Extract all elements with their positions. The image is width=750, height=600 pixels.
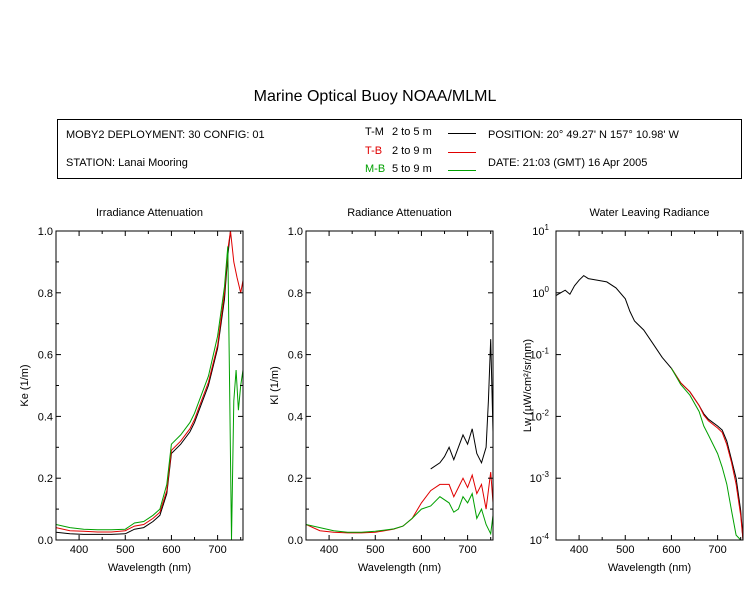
y-tick-label: 101: [532, 223, 549, 238]
y-tick-label: 100: [532, 285, 549, 300]
station-text: STATION: Lanai Mooring: [66, 157, 188, 169]
x-tick-label: 700: [708, 544, 726, 556]
chart-3: Water Leaving Radiance 400 500 600 700 101 100…: [522, 207, 744, 574]
legend-name-tm: T-M: [365, 126, 384, 138]
x-axis-label: Wavelength (nm): [108, 562, 191, 574]
chart-title: Water Leaving Radiance: [589, 207, 709, 219]
series-line-t-m: [430, 339, 493, 470]
legend-line-mb: [448, 170, 476, 171]
chart-2: Radiance Attenuation 400 500 600 700 0.0 0.2 0.…: [269, 207, 494, 574]
series-line-t-b: [306, 471, 493, 534]
y-axis-label: Lw (µW/cm²/sr/nm): [522, 339, 534, 432]
x-tick-label: 600: [412, 544, 430, 556]
x-tick-label: 600: [162, 544, 180, 556]
plot-frame: [555, 230, 744, 541]
y-axis-label: Kl (1/m): [269, 366, 281, 405]
y-tick-label: 0.4: [288, 411, 303, 423]
legend-line-tb: [448, 152, 476, 153]
plot-frame: [305, 230, 494, 541]
y-axis-label: Ke (1/m): [19, 364, 31, 406]
chart-title: Irradiance Attenuation: [96, 207, 203, 219]
x-tick-label: 500: [616, 544, 634, 556]
x-tick-label: 400: [320, 544, 338, 556]
y-tick-label: 0.2: [38, 473, 53, 485]
series-line-t-b: [56, 231, 243, 533]
series-line-t-m: [556, 274, 743, 540]
series-line-t-b: [670, 368, 743, 540]
y-tick-label: 0.8: [288, 288, 303, 300]
y-tick-label: 0.2: [288, 473, 303, 485]
y-tick-label: 10-2: [530, 408, 550, 423]
legend-range-tm: 2 to 5 m: [392, 126, 432, 138]
page-title: Marine Optical Buoy NOAA/MLML: [253, 88, 497, 105]
y-tick-label: 10-3: [530, 470, 550, 485]
legend-range-mb: 5 to 9 m: [392, 163, 432, 175]
y-tick-label: 1.0: [38, 226, 53, 238]
y-tick-label: 10-1: [530, 347, 550, 362]
x-tick-label: 500: [366, 544, 384, 556]
info-box: MOBY2 DEPLOYMENT: 30 CONFIG: 01 STATION:…: [57, 119, 742, 179]
series-line-m-b: [670, 368, 743, 540]
position-text: POSITION: 20° 49.27' N 157° 10.98' W: [488, 129, 679, 141]
y-tick-label: 0.8: [38, 288, 53, 300]
x-tick-label: 600: [662, 544, 680, 556]
x-tick-label: 400: [570, 544, 588, 556]
legend-name-tb: T-B: [365, 145, 383, 157]
y-tick-label: 1.0: [288, 226, 303, 238]
y-tick-label: 10-4: [530, 532, 550, 547]
series-line-m-b: [306, 492, 493, 536]
legend-name-mb: M-B: [365, 163, 386, 175]
deployment-text: MOBY2 DEPLOYMENT: 30 CONFIG: 01: [66, 129, 265, 141]
legend-range-tb: 2 to 9 m: [392, 145, 432, 157]
x-axis-label: Wavelength (nm): [608, 562, 691, 574]
y-tick-label: 0.6: [288, 350, 303, 362]
x-axis-label: Wavelength (nm): [358, 562, 441, 574]
y-tick-label: 0.0: [288, 535, 303, 547]
x-tick-label: 700: [208, 544, 226, 556]
chart-1: Irradiance Attenuation 400 500 600 700 0.0 0.2…: [19, 207, 244, 574]
y-tick-label: 0.6: [38, 350, 53, 362]
series-line-t-m: [56, 231, 231, 535]
x-tick-label: 500: [116, 544, 134, 556]
date-text: DATE: 21:03 (GMT) 16 Apr 2005: [488, 157, 648, 169]
legend-line-tm: [448, 133, 476, 134]
series-line-m-b: [56, 246, 243, 540]
y-tick-label: 0.0: [38, 535, 53, 547]
plot-frame: [55, 230, 244, 541]
y-tick-label: 0.4: [38, 411, 53, 423]
x-tick-label: 400: [70, 544, 88, 556]
x-tick-label: 700: [458, 544, 476, 556]
chart-title: Radiance Attenuation: [347, 207, 452, 219]
